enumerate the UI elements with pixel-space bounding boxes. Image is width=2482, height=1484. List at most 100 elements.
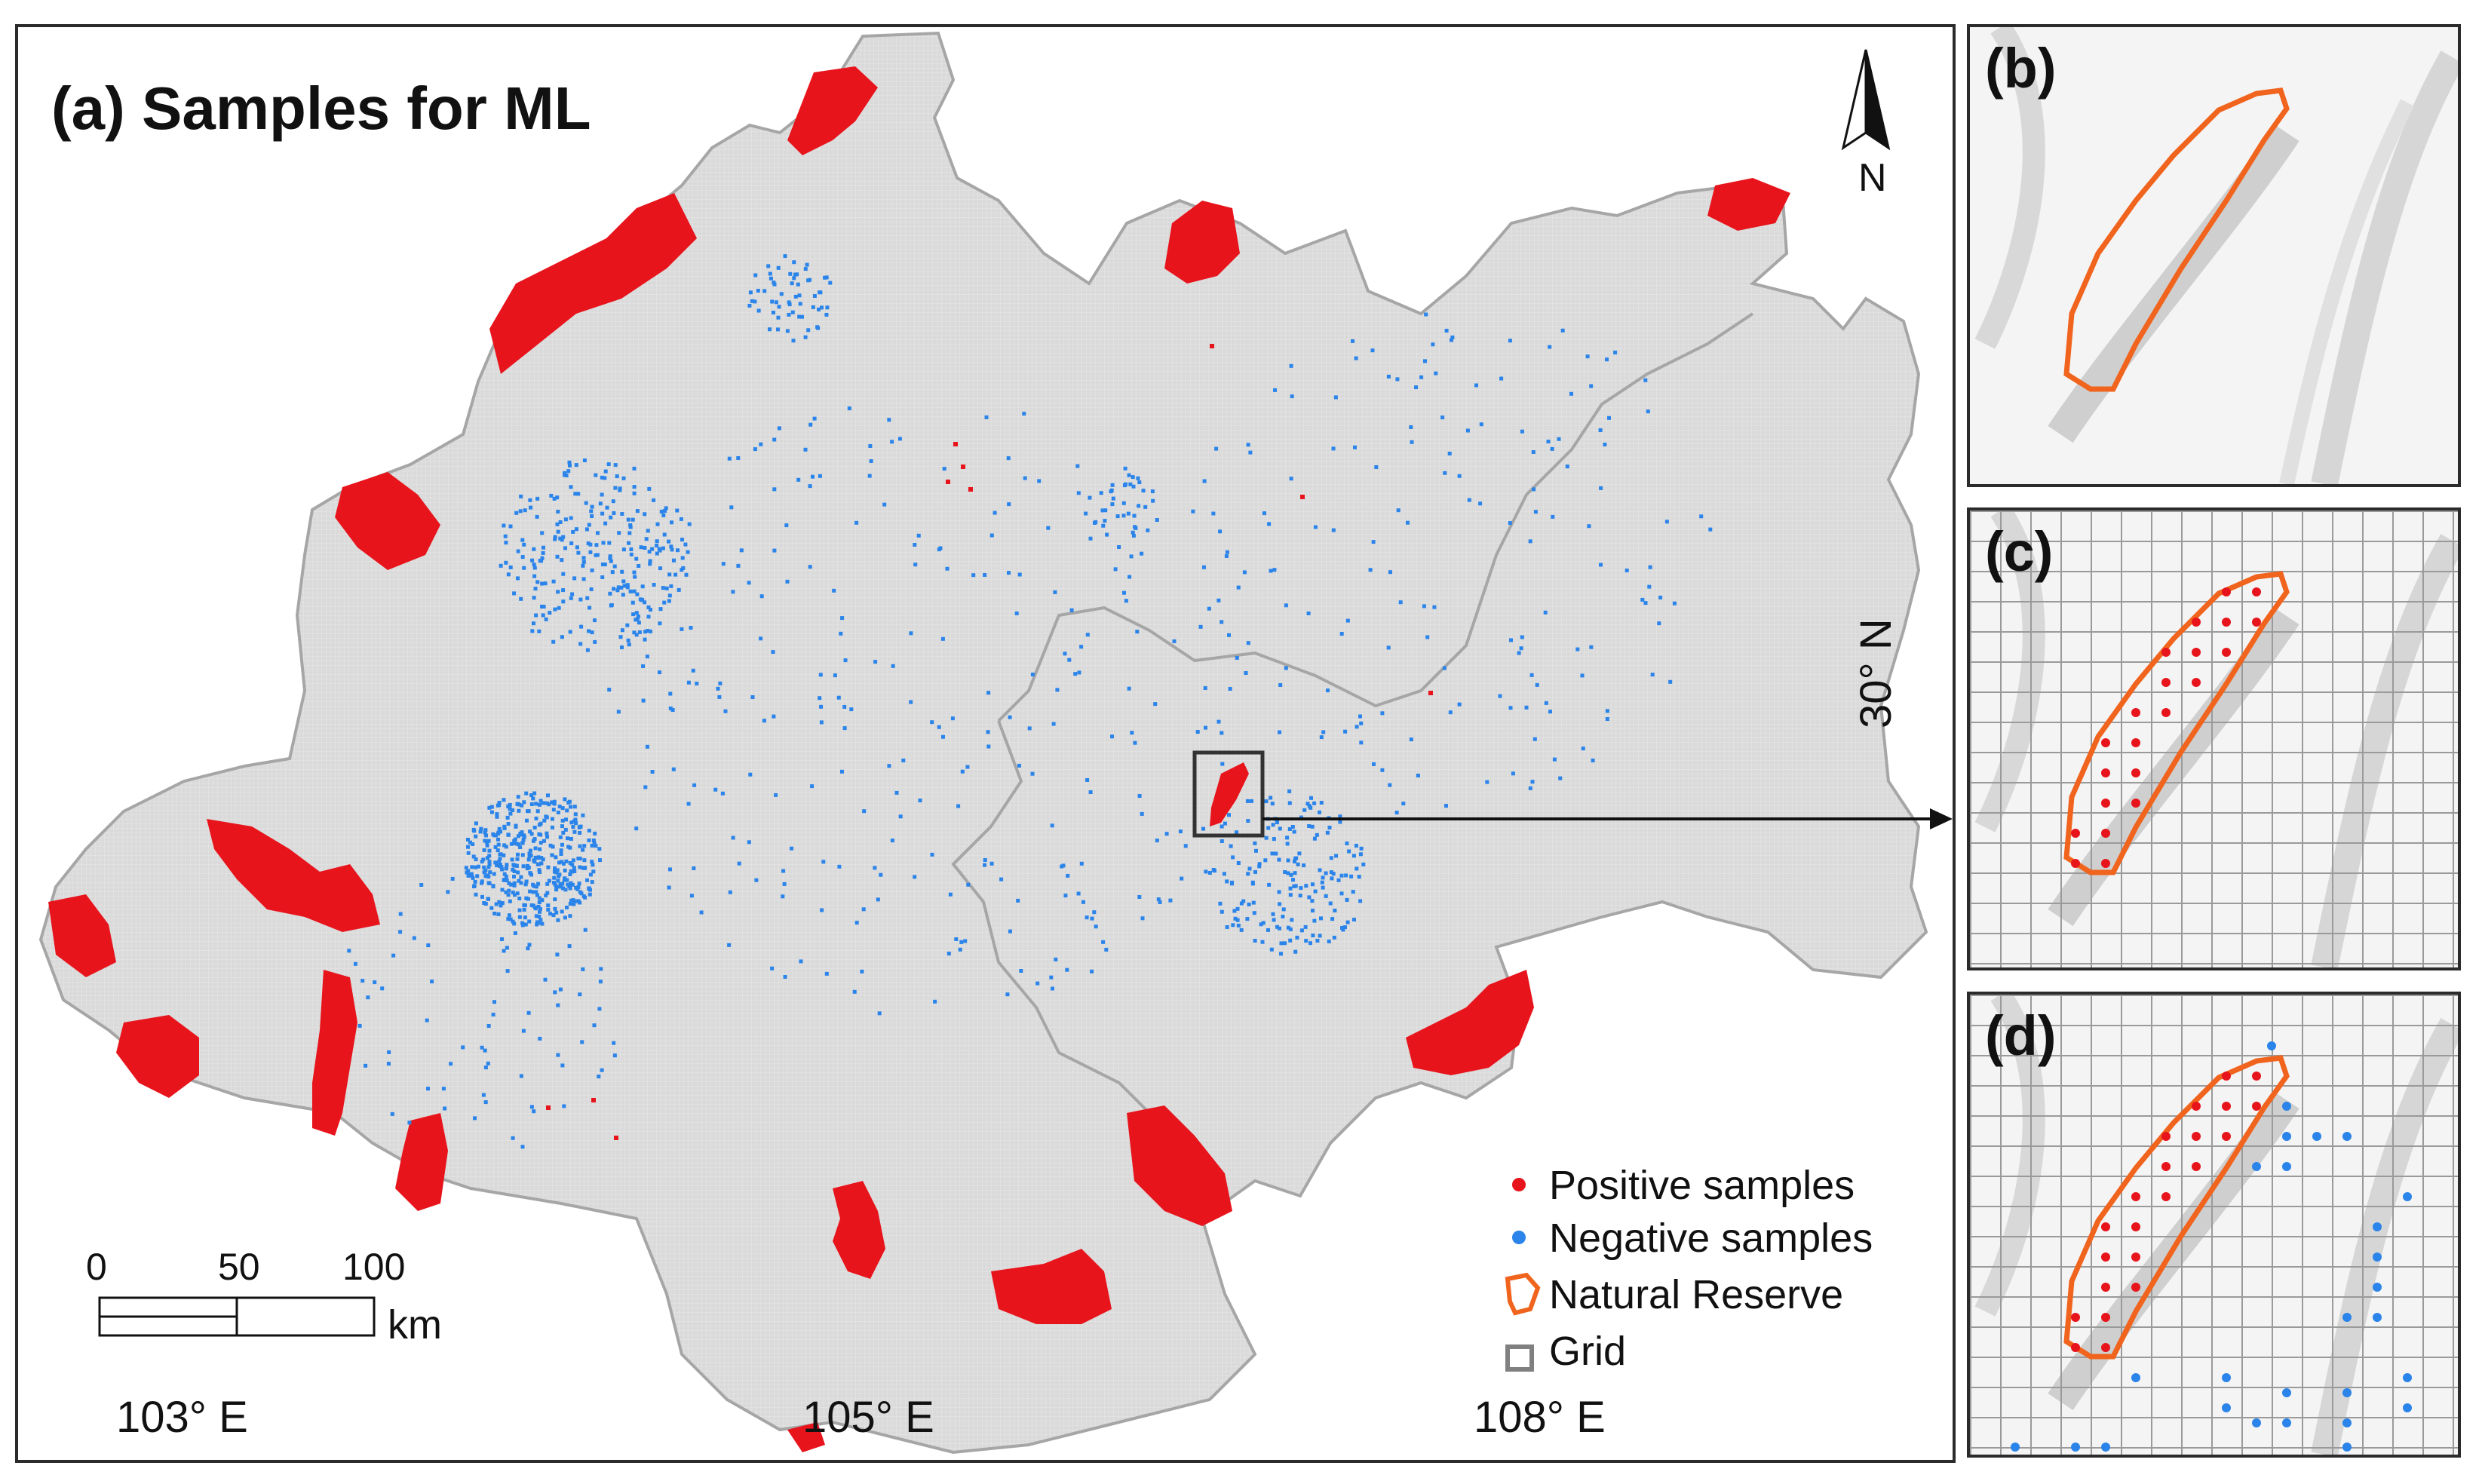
negative-sample — [496, 912, 501, 916]
negative-sample — [1007, 571, 1011, 575]
panel-c-label: (c) — [1985, 520, 2054, 583]
negative-sample — [1414, 385, 1418, 390]
negative-sample — [1284, 603, 1288, 608]
negative-sample — [1235, 918, 1240, 922]
negative-sample — [1198, 624, 1203, 629]
negative-sample — [581, 563, 585, 568]
negative-sample — [1271, 912, 1275, 916]
negative-sample — [766, 264, 771, 268]
negative-sample — [633, 575, 637, 579]
negative-sample — [1440, 415, 1445, 420]
negative-sample — [1599, 486, 1603, 490]
negative-sample — [1357, 875, 1361, 879]
negative-sample — [516, 795, 520, 799]
negative-sample — [529, 832, 534, 836]
negative-sample — [1267, 522, 1272, 526]
negative-sample — [1447, 452, 1452, 455]
negative-sample — [563, 517, 568, 522]
negative-sample — [1137, 480, 1142, 485]
negative-sample — [1520, 429, 1524, 434]
negative-sample — [1131, 530, 1135, 535]
negative-sample — [913, 543, 917, 547]
negative-sample — [1008, 715, 1012, 719]
negative-sample — [776, 265, 781, 270]
negative-sample — [1605, 357, 1609, 362]
negative-sample — [668, 691, 673, 696]
negative-sample — [532, 1109, 536, 1114]
negative-sample — [887, 764, 891, 768]
negative-sample — [668, 706, 673, 710]
negative-sample — [1131, 475, 1135, 480]
negative-sample — [1319, 735, 1324, 740]
negative-sample — [1341, 928, 1345, 932]
negative-sample — [986, 744, 991, 749]
negative-sample — [598, 501, 603, 506]
negative-sample — [806, 278, 811, 283]
negative-sample — [1203, 686, 1207, 690]
negative-sample — [537, 868, 541, 872]
negative-sample — [471, 842, 475, 846]
negative-sample — [1090, 969, 1094, 973]
negative-sample — [718, 681, 723, 685]
negative-sample — [543, 581, 548, 586]
negative-sample — [621, 593, 625, 597]
negative-sample — [541, 801, 546, 805]
negative-sample — [634, 826, 639, 831]
negative-sample — [728, 890, 732, 894]
negative-sample — [959, 940, 964, 944]
negative-sample — [538, 918, 543, 922]
negative-sample — [818, 696, 822, 701]
negative-sample — [1286, 858, 1290, 863]
positive-sample-dots — [546, 306, 1433, 1140]
negative-sample — [522, 907, 526, 912]
negative-sample — [520, 1145, 525, 1149]
negative-sample — [618, 635, 623, 639]
negative-sample — [585, 648, 590, 652]
negative-sample — [754, 878, 759, 882]
negative-sample — [618, 488, 622, 492]
negative-sample — [499, 852, 503, 857]
negative-sample — [557, 606, 561, 610]
negative-sample — [965, 765, 970, 769]
negative-sample — [1272, 837, 1276, 842]
negative-sample — [646, 605, 651, 609]
negative-sample — [1450, 338, 1453, 342]
negative-sample — [641, 664, 646, 668]
positive-grid-dot — [2222, 1132, 2231, 1141]
negative-sample — [828, 281, 833, 285]
negative-sample — [1164, 832, 1169, 836]
negative-sample — [419, 883, 424, 887]
negative-sample — [563, 546, 567, 550]
negative-sample — [474, 857, 478, 862]
negative-sample — [532, 837, 537, 842]
negative-sample — [1287, 801, 1292, 805]
positive-grid-dot — [2101, 799, 2110, 808]
negative-sample — [1361, 862, 1366, 866]
negative-sample — [1550, 446, 1554, 451]
negative-sample — [1292, 829, 1296, 834]
negative-sample — [909, 631, 913, 636]
negative-sample — [1406, 520, 1410, 525]
negative-grid-dot — [2282, 1102, 2291, 1111]
negative-sample — [536, 882, 541, 886]
negative-sample — [514, 863, 519, 868]
negative-sample — [748, 772, 753, 777]
negative-sample — [790, 846, 793, 851]
negative-sample — [1386, 374, 1391, 379]
negative-sample — [517, 808, 521, 813]
negative-sample — [840, 616, 845, 621]
panel-b-label: (b) — [1985, 37, 2057, 100]
negative-sample — [1105, 532, 1109, 537]
negative-sample — [1422, 604, 1426, 609]
negative-sample — [1672, 601, 1677, 606]
negative-sample — [753, 447, 757, 452]
negative-sample — [559, 848, 563, 853]
negative-sample — [1224, 554, 1229, 558]
negative-sample — [584, 501, 588, 505]
negative-sample — [608, 591, 612, 596]
negative-sample — [600, 575, 605, 579]
negative-sample — [716, 686, 720, 691]
positive-grid-dot — [2161, 1132, 2171, 1141]
negative-sample — [589, 509, 594, 514]
negative-sample — [500, 901, 505, 906]
